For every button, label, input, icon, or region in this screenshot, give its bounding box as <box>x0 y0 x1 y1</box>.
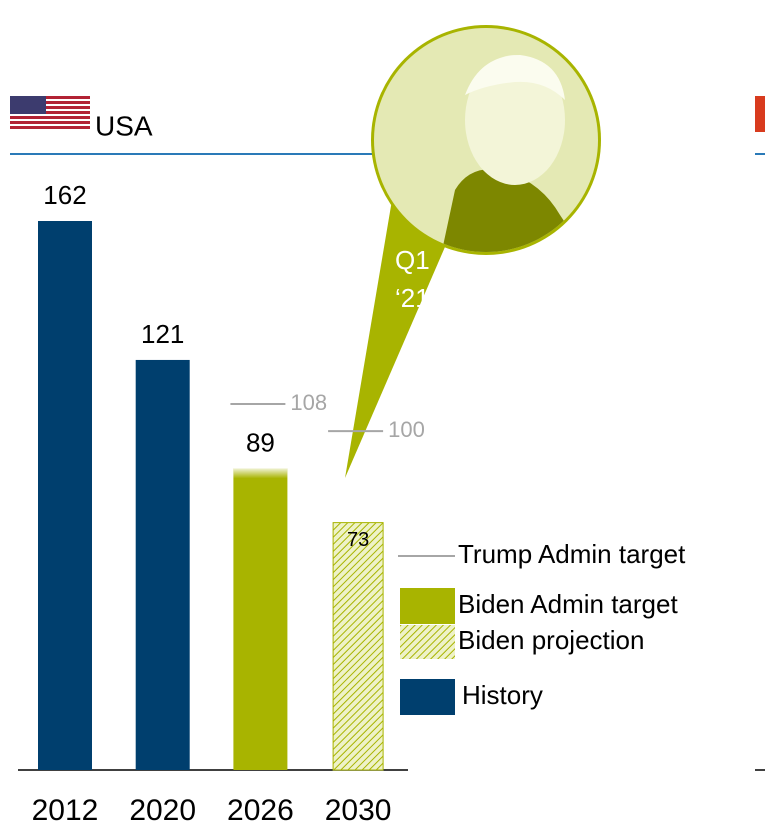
bar <box>332 522 384 771</box>
next-flag <box>755 96 765 132</box>
callout-pointer <box>345 200 448 478</box>
x-tick-label: 2020 <box>129 794 196 827</box>
label-fade <box>233 466 288 479</box>
x-tick-label: 2030 <box>325 794 392 827</box>
value-label: 121 <box>141 319 184 349</box>
target-label: 100 <box>388 417 425 442</box>
legend-label: History <box>462 680 543 710</box>
legend-swatch <box>400 588 455 624</box>
bar <box>233 468 288 770</box>
callout-text: ‘21 <box>395 283 430 313</box>
legend-label: Biden Admin target <box>458 589 678 619</box>
value-label: 73 <box>347 529 369 551</box>
legend-label: Trump Admin target <box>458 539 686 569</box>
flag <box>10 96 90 130</box>
portrait <box>374 28 598 252</box>
target-label: 108 <box>290 390 327 415</box>
legend-swatch <box>400 625 455 659</box>
legend-label: Biden projection <box>458 625 644 655</box>
callout-text: Q1 <box>395 245 430 275</box>
value-label: 162 <box>43 180 86 210</box>
bar <box>135 359 190 770</box>
region-title: USA <box>95 110 153 141</box>
x-tick-label: 2026 <box>227 794 294 827</box>
bar <box>38 221 92 770</box>
legend-swatch <box>400 679 455 715</box>
x-tick-label: 2012 <box>32 794 99 827</box>
value-label: 89 <box>246 427 275 457</box>
